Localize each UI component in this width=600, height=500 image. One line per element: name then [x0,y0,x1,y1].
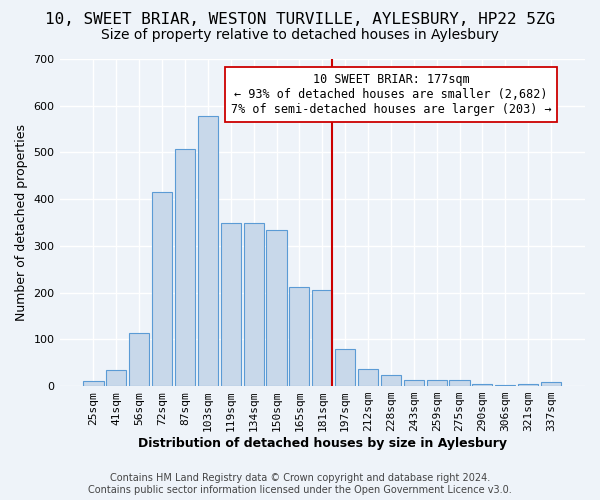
Bar [495,385,515,386]
Bar [312,290,332,386]
Bar [335,348,355,386]
Bar [221,224,241,386]
Bar [129,334,149,386]
Bar [244,224,264,386]
Bar [198,116,218,386]
X-axis label: Distribution of detached houses by size in Aylesbury: Distribution of detached houses by size … [138,437,507,450]
Bar [518,384,538,386]
Bar [175,149,195,386]
Text: Size of property relative to detached houses in Aylesbury: Size of property relative to detached ho… [101,28,499,42]
Y-axis label: Number of detached properties: Number of detached properties [15,124,28,321]
Bar [106,370,127,386]
Bar [427,380,447,386]
Bar [381,376,401,386]
Bar [358,370,378,386]
Bar [404,380,424,386]
Bar [83,382,104,386]
Bar [541,382,561,386]
Text: Contains HM Land Registry data © Crown copyright and database right 2024.
Contai: Contains HM Land Registry data © Crown c… [88,474,512,495]
Bar [289,288,310,386]
Text: 10, SWEET BRIAR, WESTON TURVILLE, AYLESBURY, HP22 5ZG: 10, SWEET BRIAR, WESTON TURVILLE, AYLESB… [45,12,555,28]
Bar [266,230,287,386]
Bar [449,380,470,386]
Bar [152,192,172,386]
Text: 10 SWEET BRIAR: 177sqm
← 93% of detached houses are smaller (2,682)
7% of semi-d: 10 SWEET BRIAR: 177sqm ← 93% of detached… [230,73,551,116]
Bar [472,384,493,386]
